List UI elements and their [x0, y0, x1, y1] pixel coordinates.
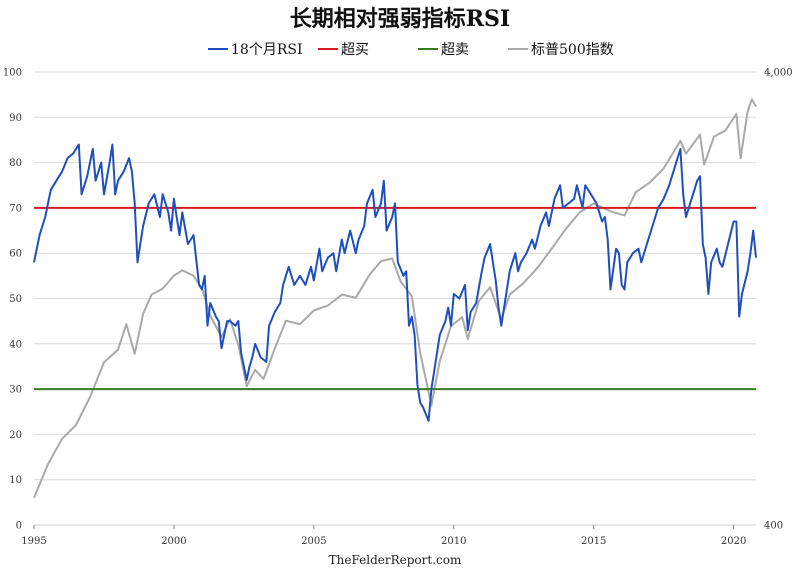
- series-lines: [33, 98, 757, 499]
- x-tick-label: 1995: [21, 536, 46, 547]
- legend-label-rsi: 18个月RSI: [231, 42, 302, 58]
- left-tick-label: 50: [9, 294, 22, 305]
- x-tick-label: 2010: [441, 536, 466, 547]
- chart-legend: 18个月RSI 超买 超卖 标普500指数: [208, 42, 614, 58]
- source-credit: TheFelderReport.com: [329, 553, 462, 567]
- left-tick-label: 80: [9, 158, 22, 169]
- left-tick-label: 100: [3, 68, 22, 79]
- left-tick-label: 60: [9, 249, 22, 260]
- legend-item-overbought: 超买: [318, 42, 369, 58]
- legend-item-rsi: 18个月RSI: [208, 42, 302, 58]
- rsi-line: [33, 143, 757, 422]
- left-tick-label: 40: [9, 339, 22, 350]
- legend-item-sp500: 标普500指数: [508, 42, 614, 58]
- right-axis-ticks: 400 4,000: [764, 68, 793, 532]
- x-tick-label: 2020: [721, 536, 746, 547]
- left-tick-label: 70: [9, 203, 22, 214]
- x-tick-label: 2000: [161, 536, 186, 547]
- legend-label-oversold: 超卖: [441, 42, 469, 58]
- left-tick-label: 20: [9, 430, 22, 441]
- left-tick-label: 90: [9, 113, 22, 124]
- left-tick-label: 30: [9, 385, 22, 396]
- legend-label-sp500: 标普500指数: [531, 42, 614, 58]
- right-tick-label: 400: [764, 521, 783, 532]
- chart-title: 长期相对强弱指标RSI: [290, 6, 510, 32]
- sp500-line: [33, 98, 757, 499]
- left-tick-label: 10: [9, 475, 22, 486]
- legend-item-oversold: 超卖: [418, 42, 469, 58]
- gridlines: [34, 71, 756, 526]
- x-tick-label: 2005: [301, 536, 326, 547]
- legend-label-overbought: 超买: [341, 42, 369, 58]
- left-axis-ticks: 0 10 20 30 40 50 60 70 80 90 100: [3, 68, 22, 532]
- right-tick-label: 4,000: [764, 68, 793, 79]
- left-tick-label: 0: [16, 521, 22, 532]
- x-axis: 1995 2000 2005 2010 2015 2020: [21, 524, 756, 547]
- x-tick-label: 2015: [581, 536, 606, 547]
